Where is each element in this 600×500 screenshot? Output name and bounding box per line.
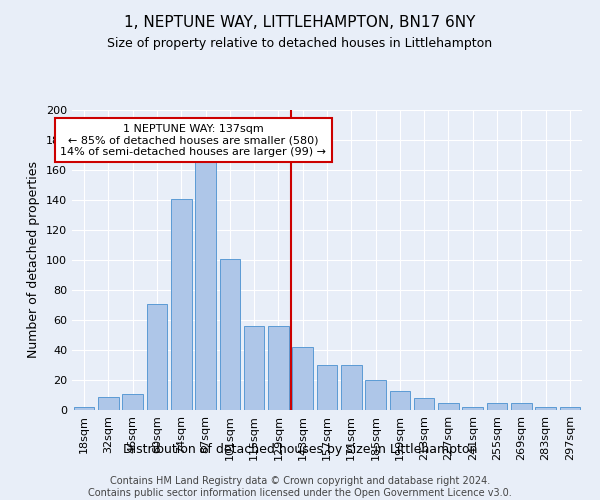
Bar xyxy=(220,258,240,410)
Bar xyxy=(195,160,216,410)
Bar xyxy=(341,365,362,410)
Bar xyxy=(365,380,386,410)
Y-axis label: Number of detached properties: Number of detached properties xyxy=(28,162,40,358)
Bar xyxy=(511,402,532,410)
Bar xyxy=(292,347,313,410)
Bar xyxy=(487,402,508,410)
Bar xyxy=(414,398,434,410)
Text: 1, NEPTUNE WAY, LITTLEHAMPTON, BN17 6NY: 1, NEPTUNE WAY, LITTLEHAMPTON, BN17 6NY xyxy=(124,15,476,30)
Text: Contains HM Land Registry data © Crown copyright and database right 2024.
Contai: Contains HM Land Registry data © Crown c… xyxy=(88,476,512,498)
Bar xyxy=(146,304,167,410)
Bar xyxy=(122,394,143,410)
Bar xyxy=(268,326,289,410)
Bar xyxy=(74,407,94,410)
Bar xyxy=(535,407,556,410)
Bar xyxy=(463,407,483,410)
Bar xyxy=(560,407,580,410)
Text: Distribution of detached houses by size in Littlehampton: Distribution of detached houses by size … xyxy=(123,442,477,456)
Bar xyxy=(438,402,459,410)
Bar xyxy=(317,365,337,410)
Bar xyxy=(389,390,410,410)
Text: 1 NEPTUNE WAY: 137sqm
← 85% of detached houses are smaller (580)
14% of semi-det: 1 NEPTUNE WAY: 137sqm ← 85% of detached … xyxy=(61,124,326,156)
Text: Size of property relative to detached houses in Littlehampton: Size of property relative to detached ho… xyxy=(107,38,493,51)
Bar xyxy=(171,198,191,410)
Bar xyxy=(244,326,265,410)
Bar xyxy=(98,396,119,410)
